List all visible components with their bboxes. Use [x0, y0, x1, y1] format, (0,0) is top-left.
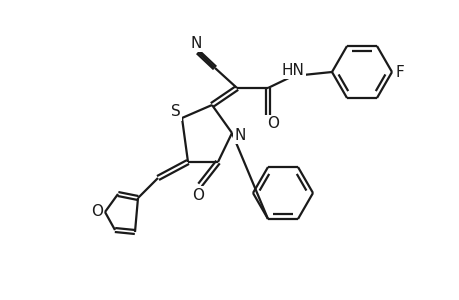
- Text: O: O: [91, 205, 103, 220]
- Text: HN: HN: [281, 62, 304, 77]
- Text: F: F: [395, 64, 403, 80]
- Text: O: O: [191, 188, 203, 202]
- Text: N: N: [234, 128, 245, 142]
- Text: N: N: [190, 35, 201, 50]
- Text: O: O: [266, 116, 279, 131]
- Text: S: S: [171, 104, 180, 119]
